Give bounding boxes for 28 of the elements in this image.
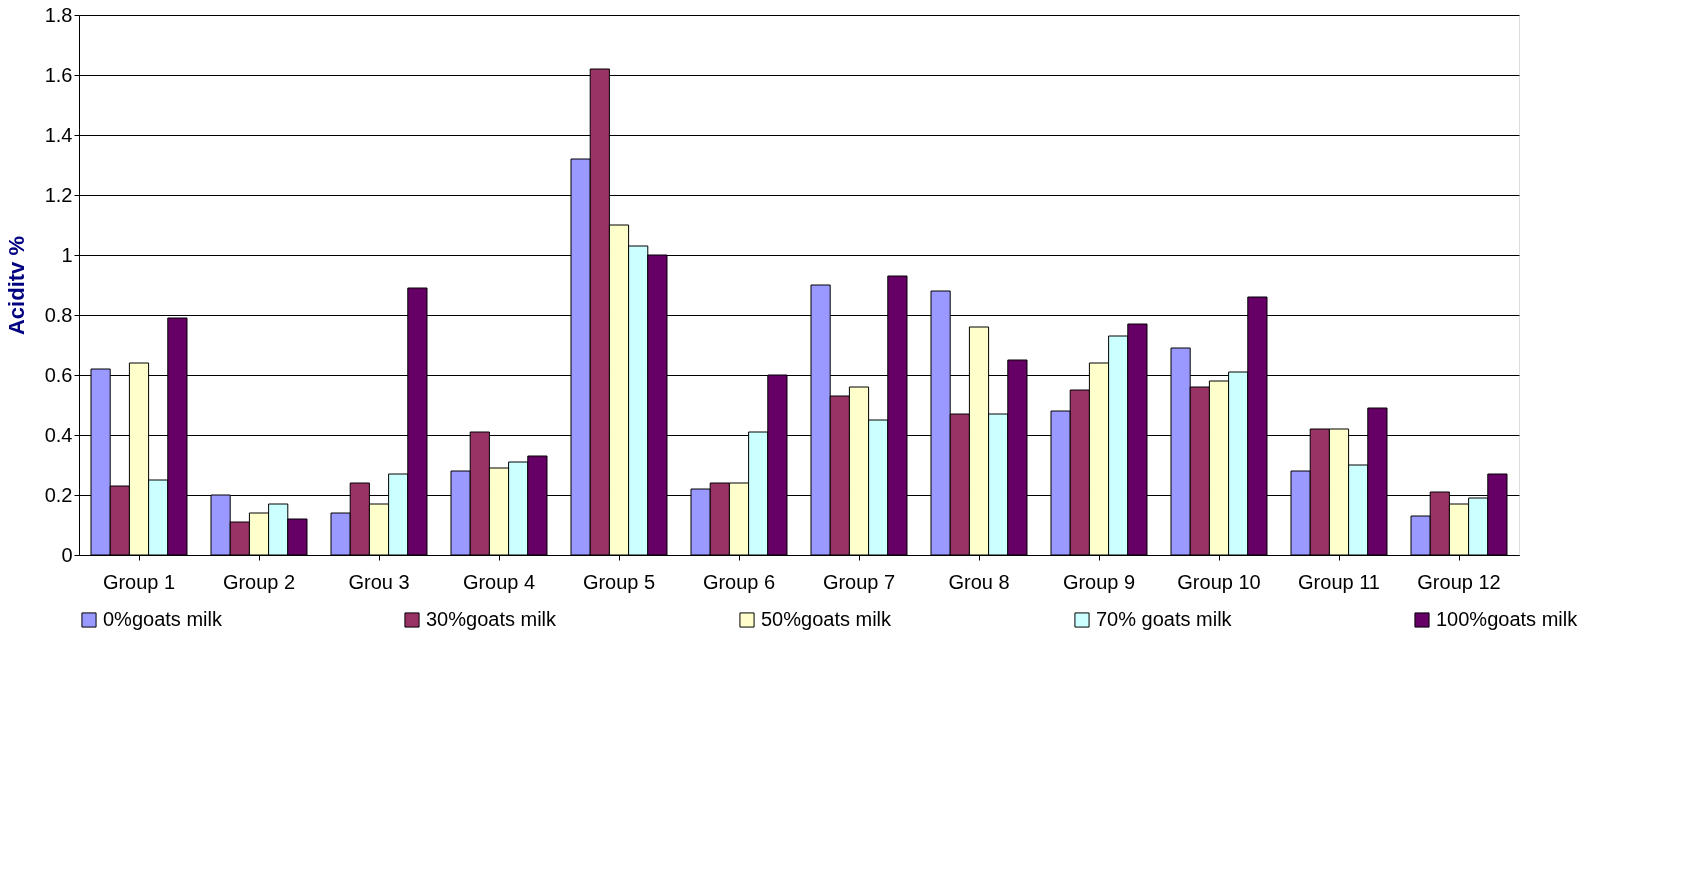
x-tick-label: Group 7 xyxy=(822,570,896,593)
x-tick-label: Grou 8 xyxy=(948,570,1010,593)
legend-label: 50%goats milk xyxy=(761,608,893,630)
x-tick-label: Group 9 xyxy=(1062,570,1136,593)
y-tick-label: 1.2 xyxy=(44,183,73,206)
y-tick-label: 0.6 xyxy=(44,363,73,386)
y-tick-label: 0.4 xyxy=(44,423,73,446)
x-tick-label: Group 6 xyxy=(702,570,776,593)
y-tick-label: 1.4 xyxy=(44,123,73,146)
legend-label: 100%goats milk xyxy=(1436,608,1579,630)
x-tick-label: Group 2 xyxy=(222,570,296,593)
x-tick-label: Grou 3 xyxy=(348,570,410,593)
y-axis-title: Aciditv % xyxy=(3,235,29,336)
y-tick-label: 1.8 xyxy=(44,3,73,26)
y-tick-label: 1 xyxy=(61,243,73,266)
legend-label: 70% goats milk xyxy=(1096,608,1233,630)
x-tick-label: Group 4 xyxy=(462,570,536,593)
legend-label: 0%goats milk xyxy=(103,608,223,630)
x-tick-label: Group 10 xyxy=(1177,570,1261,593)
y-tick-label: 0.2 xyxy=(44,483,73,506)
y-tick-label: 0 xyxy=(61,543,73,566)
legend-label: 30%goats milk xyxy=(426,608,558,630)
x-tick-label: Group 5 xyxy=(582,570,656,593)
y-tick-label: 1.6 xyxy=(44,63,73,86)
x-tick-label: Group 11 xyxy=(1298,570,1380,593)
x-tick-label: Group 1 xyxy=(102,570,176,593)
y-tick-label: 0.8 xyxy=(44,303,73,326)
x-tick-label: Group 12 xyxy=(1417,570,1501,593)
